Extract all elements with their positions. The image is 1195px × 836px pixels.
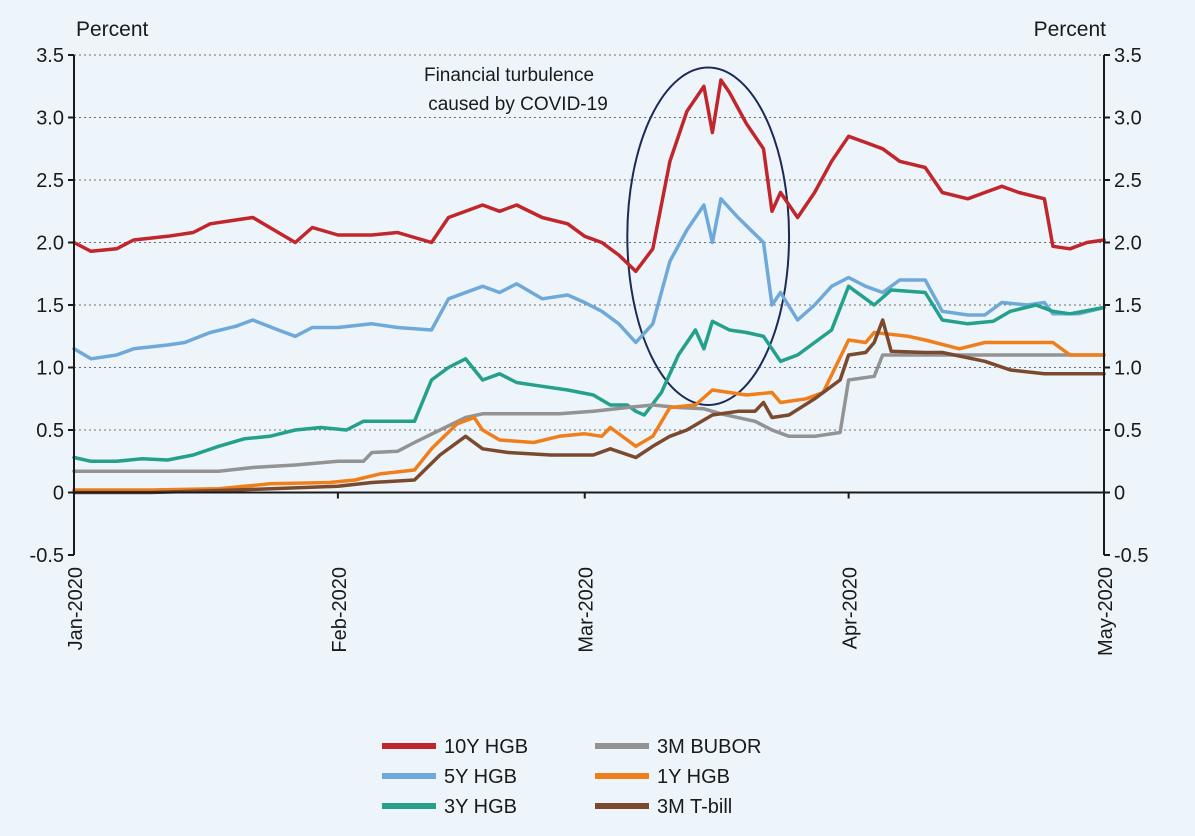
axes <box>68 54 1110 556</box>
y-axis-label-left: Percent <box>76 18 149 41</box>
annotation-line-1: Financial turbulence <box>424 65 594 86</box>
y-tick-label-right: 3.0 <box>1114 108 1142 130</box>
legend-label-10y-hgb: 10Y HGB <box>444 736 528 758</box>
series-line-10y-hgb <box>72 78 1106 274</box>
y-tick-label-left: 2.5 <box>36 170 64 192</box>
x-ticks: Jan-2020 Feb-2020 Mar-2020 Apr-2020 May-2020 <box>65 567 1117 656</box>
y-tick-label-right: 1.0 <box>1114 358 1142 380</box>
x-tick-label-apr-2020: Apr-2020 <box>840 567 862 649</box>
x-tick-label-may-2020: May-2020 <box>1095 567 1117 656</box>
y-tick-label-left: 0.5 <box>36 420 64 442</box>
y-tick-label-left: 1.0 <box>36 358 64 380</box>
legend-label-3y-hgb: 3Y HGB <box>444 796 517 818</box>
covid-annotation: Financial turbulence caused by COVID-19 <box>424 65 791 406</box>
gridlines <box>74 54 1104 493</box>
y-tick-label-right: -0.5 <box>1114 545 1148 567</box>
legend-label-1y-hgb: 1Y HGB <box>657 766 730 788</box>
annotation-line-2: caused by COVID-19 <box>428 94 608 115</box>
covid-turbulence-ellipse <box>626 66 791 406</box>
y-tick-label-right: 2.5 <box>1114 170 1142 192</box>
y-tick-label-right: 3.5 <box>1114 45 1142 67</box>
x-tick-label-jan-2020: Jan-2020 <box>65 567 87 650</box>
legend-label-5y-hgb: 5Y HGB <box>444 766 517 788</box>
series-line-3m-t-bill <box>72 318 1106 495</box>
y-tick-label-left: -0.5 <box>30 545 64 567</box>
series-line-3y-hgb <box>72 284 1106 464</box>
legend-label-3m-t-bill: 3M T-bill <box>657 796 732 818</box>
legend-label-3m-bubor: 3M BUBOR <box>657 736 761 758</box>
y-tick-label-left: 3.5 <box>36 45 64 67</box>
x-tick-label-feb-2020: Feb-2020 <box>329 567 351 653</box>
legend: 10Y HGB 5Y HGB 3Y HGB 3M BUBOR 1Y HGB 3M T-bi… <box>382 736 761 818</box>
x-tick-label-mar-2020: Mar-2020 <box>576 567 598 653</box>
y-tick-label-right: 0.5 <box>1114 420 1142 442</box>
series-line-5y-hgb <box>72 197 1106 361</box>
y-ticks-right: 3.5 3.0 2.5 2.0 1.5 1.0 0.5 0 -0.5 <box>1114 45 1148 567</box>
y-tick-label-left: 1.5 <box>36 295 64 317</box>
y-tick-label-left: 3.0 <box>36 108 64 130</box>
y-tick-label-left: 2.0 <box>36 233 64 255</box>
y-tick-label-left: 0 <box>53 483 64 505</box>
series-line-3m-bubor <box>72 353 1106 474</box>
y-ticks-left: 3.5 3.0 2.5 2.0 1.5 1.0 0.5 0 -0.5 <box>30 45 64 567</box>
y-tick-label-right: 1.5 <box>1114 295 1142 317</box>
y-axis-label-right: Percent <box>1034 18 1107 41</box>
y-tick-label-right: 2.0 <box>1114 233 1142 255</box>
series-lines <box>72 78 1106 495</box>
y-tick-label-right: 0 <box>1114 483 1125 505</box>
series-line-1y-hgb <box>72 330 1106 492</box>
